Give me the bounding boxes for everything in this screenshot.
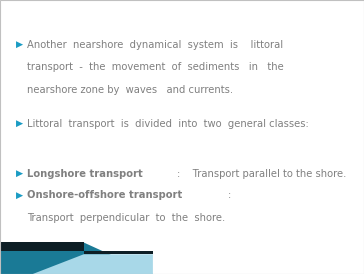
- Text: ▶: ▶: [16, 190, 24, 199]
- Text: ▶: ▶: [16, 40, 24, 49]
- Text: Onshore-offshore transport: Onshore-offshore transport: [27, 190, 183, 200]
- Text: nearshore zone by  waves   and currents.: nearshore zone by waves and currents.: [27, 85, 233, 95]
- Text: Littoral  transport  is  divided  into  two  general classes:: Littoral transport is divided into two g…: [27, 119, 309, 129]
- Polygon shape: [0, 242, 153, 274]
- Text: ▶: ▶: [16, 169, 24, 178]
- Polygon shape: [0, 242, 153, 254]
- Text: Another  nearshore  dynamical  system  is    littoral: Another nearshore dynamical system is li…: [27, 40, 284, 50]
- Text: :: :: [228, 190, 231, 200]
- Text: ▶: ▶: [16, 119, 24, 128]
- Text: Longshore transport: Longshore transport: [27, 169, 143, 178]
- Polygon shape: [33, 254, 153, 274]
- Text: transport  -  the  movement  of  sediments   in   the: transport - the movement of sediments in…: [27, 62, 284, 72]
- Text: :    Transport parallel to the shore.: : Transport parallel to the shore.: [177, 169, 346, 178]
- Text: Transport  perpendicular  to  the  shore.: Transport perpendicular to the shore.: [27, 213, 226, 223]
